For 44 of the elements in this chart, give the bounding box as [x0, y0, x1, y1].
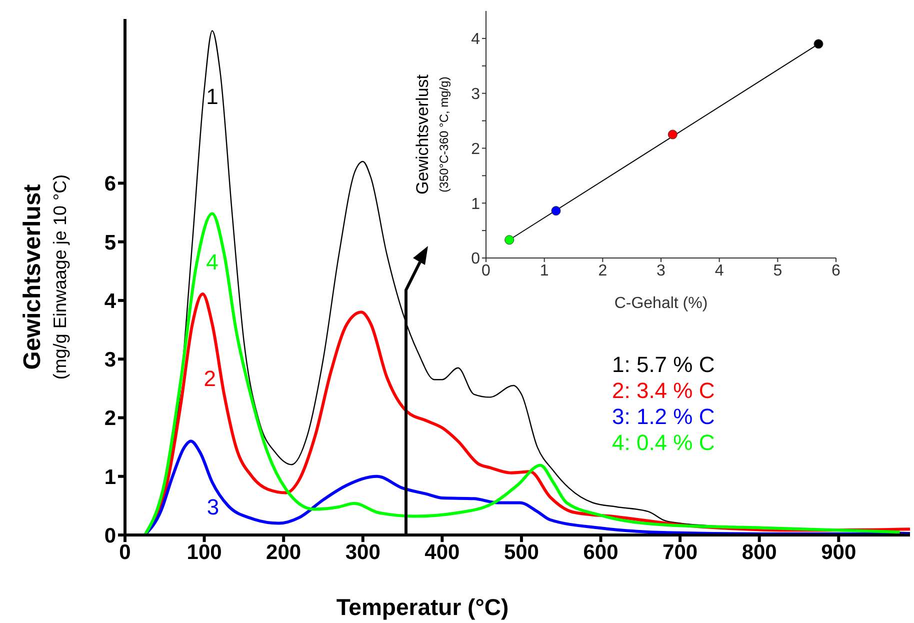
x-tick-label: 900 — [821, 540, 856, 564]
y-tick-label: 0 — [104, 524, 116, 548]
point — [668, 130, 678, 140]
y-tick-label: 3 — [471, 86, 480, 104]
y-tick-label: 4 — [471, 31, 480, 48]
x-tick-label: 800 — [742, 540, 777, 564]
y-tick-label: 6 — [104, 172, 116, 196]
x-tick-label: 500 — [504, 540, 539, 564]
annotation: 2 — [204, 366, 216, 392]
point — [504, 235, 514, 245]
y-axis-title: Gewichtsverlust (350°C-360 °C, mg/g) — [413, 74, 451, 194]
x-axis-title: C-Gehalt (%) — [614, 295, 708, 312]
y-tick-label: 5 — [104, 231, 116, 254]
x-axis-title: Temperatur (°C) — [336, 594, 509, 620]
text: 4: 0.4 % C — [610, 430, 717, 456]
x-tick-label: 100 — [186, 540, 222, 564]
annotation: 1 — [206, 84, 218, 110]
x-tick-label: 700 — [662, 540, 698, 564]
y-tick-label: 3 — [104, 348, 116, 372]
y-tick-label: 2 — [471, 140, 480, 158]
y-tick-label: 4 — [104, 290, 116, 313]
x-tick-label: 0 — [119, 540, 131, 564]
line-series — [143, 212, 902, 535]
y-tick-label: 0 — [471, 250, 480, 268]
x-tick-label: 200 — [266, 540, 302, 564]
x-tick-label: 300 — [345, 540, 380, 564]
y-tick-label: 1 — [104, 466, 116, 489]
y-axis-title: Gewichtsverlust (mg/g Einwaage je 10 °C) — [19, 174, 70, 380]
point — [551, 206, 561, 216]
annotation: 3 — [206, 494, 220, 520]
x-tick-label: 3 — [656, 262, 666, 280]
x-tick-label: 400 — [424, 540, 460, 564]
x-tick-label: 600 — [583, 540, 618, 564]
x-tick-label: 5 — [773, 262, 782, 280]
y-tick-label: 2 — [104, 407, 116, 430]
y-tick-label: 1 — [471, 196, 480, 213]
text: 2: 3.4 % C — [610, 378, 717, 404]
x-tick-label: 1 — [540, 262, 549, 280]
x-tick-label: 6 — [832, 262, 841, 280]
text: 3: 1.2 % C — [610, 404, 717, 430]
text: 1: 5.7 % C — [610, 352, 717, 378]
point — [814, 39, 824, 49]
x-tick-label: 2 — [598, 262, 608, 280]
x-tick-label: 4 — [714, 262, 724, 280]
